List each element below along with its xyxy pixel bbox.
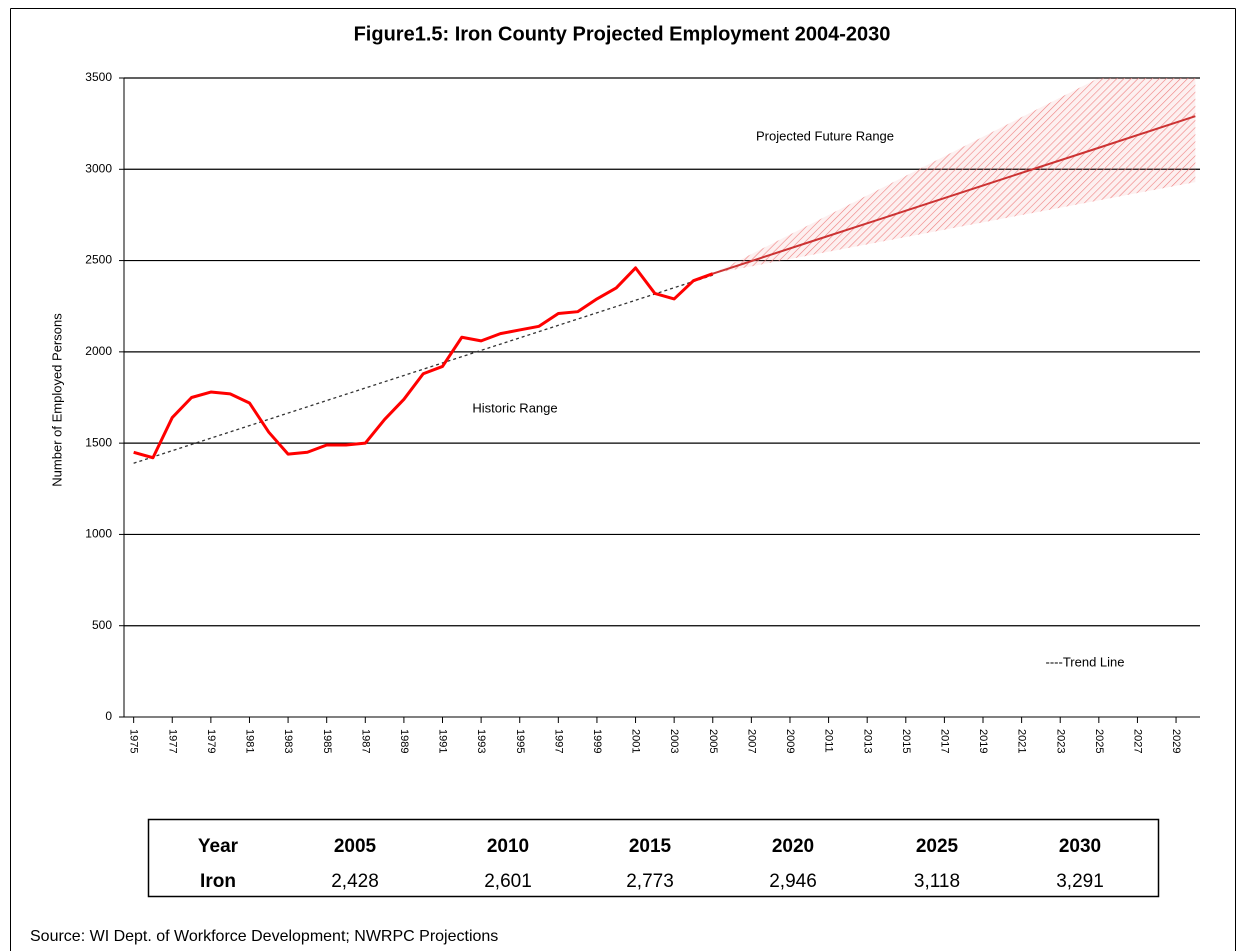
y-axis-label: Number of Employed Persons: [49, 313, 64, 487]
x-tick-label: 2027: [1132, 729, 1144, 753]
x-tick-label: 1989: [398, 729, 410, 753]
data-line: [133, 266, 714, 460]
table-header: 2020: [772, 836, 814, 857]
table-cell: 3,118: [914, 871, 960, 892]
table-cell: 2,601: [484, 871, 532, 892]
chart-title: Figure1.5: Iron County Projected Employm…: [354, 23, 891, 45]
table-cell: Iron: [200, 871, 236, 892]
x-tick-label: 2003: [668, 729, 680, 753]
y-tick-label: 2500: [85, 253, 112, 267]
x-tick-label: 2001: [630, 729, 642, 753]
table-header: 2030: [1059, 836, 1101, 857]
x-tick-label: 2021: [1016, 729, 1028, 753]
x-tick-label: 2013: [861, 729, 873, 753]
y-tick-label: 1500: [85, 435, 112, 449]
x-tick-label: 1997: [552, 729, 564, 753]
table-header: 2015: [629, 836, 672, 857]
x-tick-label: 1987: [359, 729, 371, 753]
x-tick-label: 2005: [707, 729, 719, 753]
x-tick-label: 2007: [745, 729, 757, 753]
table-header: 2010: [487, 836, 529, 857]
x-tick-label: 1983: [282, 729, 294, 753]
y-tick-label: 1000: [85, 527, 112, 541]
x-tick-label: 2017: [938, 729, 950, 753]
table-header: 2025: [916, 836, 959, 857]
projected-range-tint: [712, 78, 1196, 274]
annotation: Historic Range: [472, 400, 557, 415]
annotation: ----Trend Line: [1046, 654, 1125, 669]
y-tick-label: 3000: [85, 161, 112, 175]
x-tick-label: 2019: [977, 729, 989, 753]
table-header: Year: [198, 836, 239, 857]
source: Source: WI Dept. of Workforce Developmen…: [30, 928, 498, 945]
y-tick-label: 0: [105, 709, 112, 723]
table-border: [147, 818, 1160, 898]
x-tick-label: 1995: [514, 729, 526, 753]
x-tick-label: 1979: [205, 729, 217, 753]
x-tick-label: 1981: [244, 729, 256, 753]
x-tick-label: 2023: [1054, 729, 1066, 753]
x-tick-label: 2025: [1093, 729, 1105, 753]
trend-line: [133, 274, 713, 464]
data-line: [712, 115, 1196, 275]
y-tick-label: 3500: [85, 70, 112, 84]
x-tick-label: 1999: [591, 729, 603, 753]
x-tick-label: 2011: [823, 729, 835, 753]
y-tick-label: 500: [92, 618, 112, 632]
x-tick-label: 1977: [166, 729, 178, 753]
y-tick-label: 2000: [85, 344, 112, 358]
x-tick-label: 1975: [128, 729, 140, 753]
x-tick-label: 1985: [321, 729, 333, 753]
table-cell: 3,291: [1056, 871, 1104, 892]
x-tick-label: 1991: [437, 729, 449, 753]
table-cell: 2,773: [626, 871, 674, 892]
x-tick-label: 2029: [1170, 729, 1182, 753]
table-header: 2005: [334, 836, 377, 857]
projected-range: [712, 78, 1196, 274]
x-tick-label: 2009: [784, 729, 796, 753]
annotation: Projected Future Range: [756, 128, 894, 143]
x-tick-label: 1993: [475, 729, 487, 753]
x-tick-label: 2015: [900, 729, 912, 753]
table-cell: 2,428: [331, 871, 379, 892]
table-cell: 2,946: [769, 871, 817, 892]
